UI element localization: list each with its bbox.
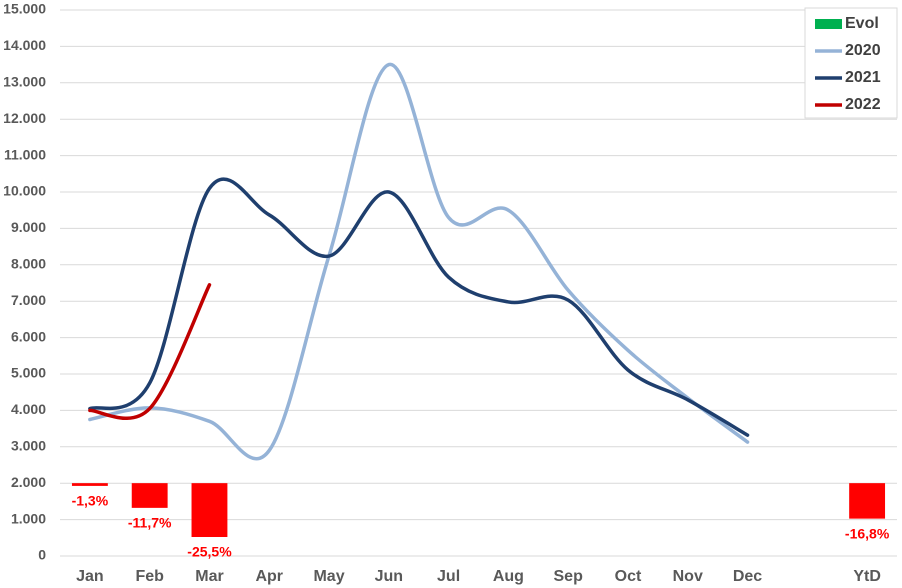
line	[88, 62, 750, 461]
line	[88, 177, 750, 437]
x-tick-label: Mar	[195, 568, 223, 585]
value-label: -1,3%	[72, 493, 109, 509]
y-tick-label: 6.000	[11, 328, 46, 344]
x-tick-label: Feb	[135, 568, 164, 585]
bar	[131, 483, 168, 508]
y-tick-label: 10.000	[3, 183, 46, 199]
bar	[71, 483, 108, 486]
y-tick-label: 14.000	[3, 37, 46, 53]
y-tick-label: 4.000	[11, 401, 46, 417]
value-label: -11,7%	[128, 515, 172, 531]
x-tick-label: YtD	[853, 568, 881, 585]
legend-label: 2022	[845, 96, 881, 113]
x-tick-label: Aug	[493, 568, 524, 585]
y-tick-label: 7.000	[11, 292, 46, 308]
y-tick-label: 3.000	[11, 438, 46, 454]
x-tick-label: Apr	[255, 568, 283, 585]
bar	[191, 483, 228, 537]
value-label: -25,5%	[187, 544, 232, 560]
y-tick-label: 0	[38, 547, 46, 563]
legend-swatch	[815, 19, 842, 29]
x-tick-label: Oct	[615, 568, 642, 585]
legend-label: Evol	[845, 15, 879, 32]
y-tick-label: 12.000	[3, 110, 46, 126]
y-tick-label: 8.000	[11, 256, 46, 272]
y-tick-label: 2.000	[11, 474, 46, 490]
x-tick-label: Jul	[437, 568, 460, 585]
y-tick-label: 1.000	[11, 510, 46, 526]
line	[88, 283, 212, 421]
y-tick-label: 13.000	[3, 74, 46, 90]
y-tick-label: 5.000	[11, 365, 46, 381]
value-label: -16,8%	[845, 525, 890, 541]
y-tick-label: 9.000	[11, 219, 46, 235]
legend-label: 2020	[845, 42, 881, 59]
legend-label: 2021	[845, 69, 881, 86]
y-tick-label: 11.000	[4, 146, 46, 162]
x-tick-label: Nov	[673, 568, 703, 585]
x-tick-label: Sep	[554, 568, 584, 585]
y-tick-label: 15.000	[3, 1, 46, 17]
x-tick-label: Dec	[733, 568, 762, 585]
x-tick-label: Jan	[76, 568, 104, 585]
x-tick-label: May	[313, 568, 344, 585]
x-tick-label: Jun	[375, 568, 403, 585]
bar	[849, 483, 886, 519]
